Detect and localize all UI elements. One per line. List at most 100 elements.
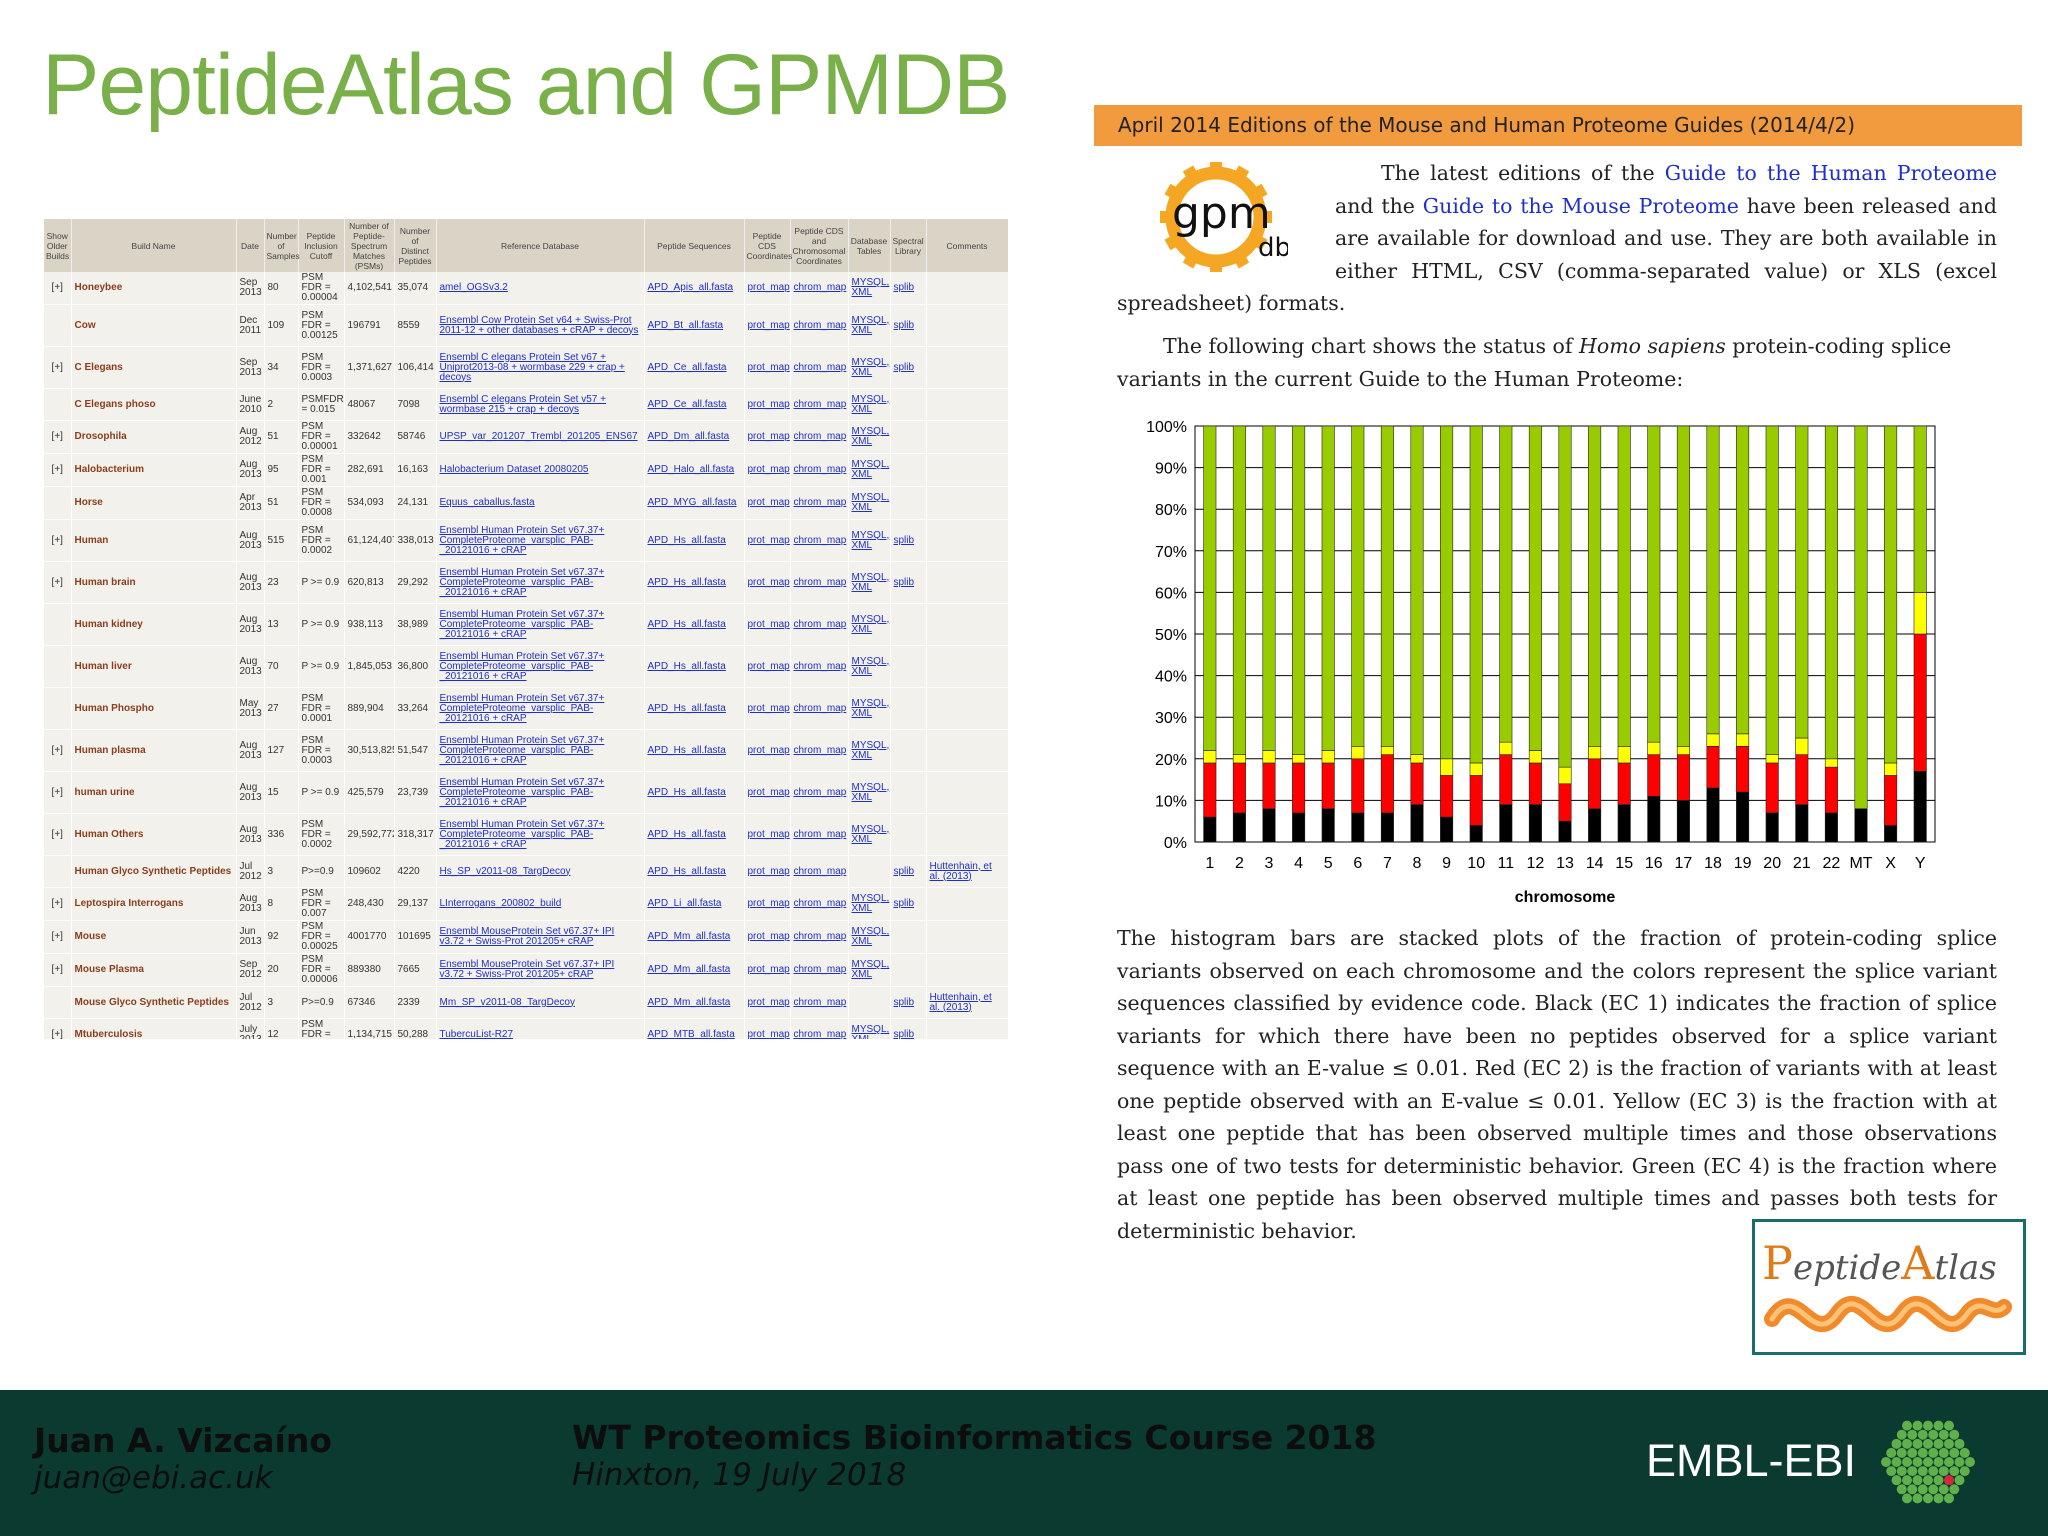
mouse-proteome-guide-link[interactable]: Guide to the Mouse Proteome <box>1422 193 1739 218</box>
cell-chrom[interactable]: chrom_map <box>790 729 849 772</box>
cell-cds[interactable]: prot_map <box>744 687 791 730</box>
cell-chrom[interactable]: chrom_map <box>790 813 849 856</box>
cell-refdb[interactable]: Ensembl Human Protein Set v67.37+ Comple… <box>436 561 645 604</box>
cell-seqs[interactable]: APD_Hs_all.fasta <box>644 855 745 888</box>
cell-refdb[interactable]: Ensembl Human Protein Set v67.37+ Comple… <box>436 771 645 814</box>
cell-chrom[interactable]: chrom_map <box>790 687 849 730</box>
cell-tables[interactable]: MYSQL, XML <box>848 388 891 421</box>
cell-refdb[interactable]: Ensembl C elegans Protein Set v67 + Unip… <box>436 346 645 389</box>
cell-cds[interactable]: prot_map <box>744 603 791 646</box>
human-proteome-guide-link[interactable]: Guide to the Human Proteome <box>1664 161 1998 185</box>
cell-chrom[interactable]: chrom_map <box>790 304 849 347</box>
cell-tables[interactable]: MYSQL, XML <box>848 729 891 772</box>
cell-refdb[interactable]: Ensembl Human Protein Set v67.37+ Comple… <box>436 813 645 856</box>
cell-tables[interactable]: MYSQL, XML <box>848 813 891 856</box>
cell-seqs[interactable]: APD_Hs_all.fasta <box>644 603 745 646</box>
cell-seqs[interactable]: APD_Hs_all.fasta <box>644 729 745 772</box>
cell-speclib[interactable]: splib <box>890 561 927 604</box>
cell-seqs[interactable]: APD_Ce_all.fasta <box>644 346 745 389</box>
cell-refdb[interactable]: Ensembl Human Protein Set v67.37+ Comple… <box>436 519 645 562</box>
cell-cds[interactable]: prot_map <box>744 855 791 888</box>
cell-cds[interactable]: prot_map <box>744 887 791 921</box>
cell-seqs[interactable]: APD_Apis_all.fasta <box>644 272 745 305</box>
cell-chrom[interactable]: chrom_map <box>790 486 849 520</box>
cell-refdb[interactable]: Ensembl Cow Protein Set v64 + Swiss-Prot… <box>436 304 645 347</box>
cell-seqs[interactable]: APD_Li_all.fasta <box>644 887 745 921</box>
cell-seqs[interactable]: APD_Hs_all.fasta <box>644 771 745 814</box>
cell-seqs[interactable]: APD_Mm_all.fasta <box>644 920 745 954</box>
cell-refdb[interactable]: Halobacterium Dataset 20080205 <box>436 453 645 487</box>
cell-refdb[interactable]: Ensembl C elegans Protein Set v57 + worm… <box>436 388 645 421</box>
cell-speclib[interactable]: splib <box>890 1018 927 1039</box>
cell-seqs[interactable]: APD_Hs_all.fasta <box>644 519 745 562</box>
cell-exp[interactable]: [+] <box>44 887 72 921</box>
cell-speclib[interactable]: splib <box>890 272 927 305</box>
cell-seqs[interactable]: APD_MYG_all.fasta <box>644 486 745 520</box>
cell-tables[interactable]: MYSQL, XML <box>848 1018 891 1039</box>
cell-seqs[interactable]: APD_Hs_all.fasta <box>644 645 745 688</box>
cell-seqs[interactable]: APD_Dm_all.fasta <box>644 420 745 454</box>
cell-exp[interactable]: [+] <box>44 813 72 856</box>
cell-refdb[interactable]: Hs_SP_v2011-08_TargDecoy <box>436 855 645 888</box>
cell-tables[interactable]: MYSQL, XML <box>848 645 891 688</box>
cell-tables[interactable]: MYSQL, XML <box>848 771 891 814</box>
cell-refdb[interactable]: TubercuList-R27 <box>436 1018 645 1039</box>
cell-tables[interactable]: MYSQL, XML <box>848 953 891 987</box>
cell-seqs[interactable]: APD_Hs_all.fasta <box>644 561 745 604</box>
cell-speclib[interactable]: splib <box>890 304 927 347</box>
cell-tables[interactable]: MYSQL, XML <box>848 687 891 730</box>
cell-refdb[interactable]: Ensembl Human Protein Set v67.37+ Comple… <box>436 645 645 688</box>
cell-refdb[interactable]: UPSP_var_201207_Trembl_201205_ENS67 <box>436 420 645 454</box>
cell-exp[interactable]: [+] <box>44 519 72 562</box>
cell-exp[interactable]: [+] <box>44 346 72 389</box>
cell-cds[interactable]: prot_map <box>744 420 791 454</box>
cell-chrom[interactable]: chrom_map <box>790 986 849 1019</box>
cell-tables[interactable]: MYSQL, XML <box>848 272 891 305</box>
cell-chrom[interactable]: chrom_map <box>790 519 849 562</box>
cell-exp[interactable]: [+] <box>44 1018 72 1039</box>
cell-refdb[interactable]: LInterrogans_200802_build <box>436 887 645 921</box>
cell-exp[interactable]: [+] <box>44 453 72 487</box>
cell-seqs[interactable]: APD_Mm_all.fasta <box>644 986 745 1019</box>
cell-tables[interactable]: MYSQL, XML <box>848 561 891 604</box>
cell-tables[interactable]: MYSQL, XML <box>848 603 891 646</box>
cell-exp[interactable]: [+] <box>44 729 72 772</box>
cell-exp[interactable]: [+] <box>44 771 72 814</box>
cell-comments[interactable]: Huttenhain, et al. (2013) <box>926 855 1008 888</box>
cell-cds[interactable]: prot_map <box>744 729 791 772</box>
cell-seqs[interactable]: APD_MTB_all.fasta <box>644 1018 745 1039</box>
cell-chrom[interactable]: chrom_map <box>790 561 849 604</box>
cell-speclib[interactable]: splib <box>890 855 927 888</box>
cell-refdb[interactable]: Ensembl Human Protein Set v67.37+ Comple… <box>436 729 645 772</box>
cell-refdb[interactable]: Ensembl Human Protein Set v67.37+ Comple… <box>436 687 645 730</box>
cell-tables[interactable]: MYSQL, XML <box>848 346 891 389</box>
cell-refdb[interactable]: Mm_SP_v2011-08_TargDecoy <box>436 986 645 1019</box>
cell-cds[interactable]: prot_map <box>744 304 791 347</box>
cell-cds[interactable]: prot_map <box>744 920 791 954</box>
cell-chrom[interactable]: chrom_map <box>790 953 849 987</box>
cell-seqs[interactable]: APD_Mm_all.fasta <box>644 953 745 987</box>
cell-seqs[interactable]: APD_Halo_all.fasta <box>644 453 745 487</box>
cell-chrom[interactable]: chrom_map <box>790 920 849 954</box>
cell-chrom[interactable]: chrom_map <box>790 645 849 688</box>
cell-speclib[interactable]: splib <box>890 519 927 562</box>
cell-cds[interactable]: prot_map <box>744 346 791 389</box>
cell-chrom[interactable]: chrom_map <box>790 887 849 921</box>
cell-speclib[interactable]: splib <box>890 887 927 921</box>
cell-cds[interactable]: prot_map <box>744 561 791 604</box>
cell-seqs[interactable]: APD_Hs_all.fasta <box>644 687 745 730</box>
cell-tables[interactable]: MYSQL, XML <box>848 486 891 520</box>
cell-refdb[interactable]: amel_OGSv3.2 <box>436 272 645 305</box>
cell-chrom[interactable]: chrom_map <box>790 272 849 305</box>
cell-cds[interactable]: prot_map <box>744 388 791 421</box>
cell-tables[interactable]: MYSQL, XML <box>848 420 891 454</box>
cell-exp[interactable]: [+] <box>44 920 72 954</box>
cell-cds[interactable]: prot_map <box>744 1018 791 1039</box>
cell-tables[interactable]: MYSQL, XML <box>848 519 891 562</box>
cell-cds[interactable]: prot_map <box>744 519 791 562</box>
cell-chrom[interactable]: chrom_map <box>790 771 849 814</box>
cell-tables[interactable]: MYSQL, XML <box>848 453 891 487</box>
cell-refdb[interactable]: Ensembl MouseProtein Set v67.37+ IPI v3.… <box>436 920 645 954</box>
cell-cds[interactable]: prot_map <box>744 645 791 688</box>
cell-cds[interactable]: prot_map <box>744 272 791 305</box>
